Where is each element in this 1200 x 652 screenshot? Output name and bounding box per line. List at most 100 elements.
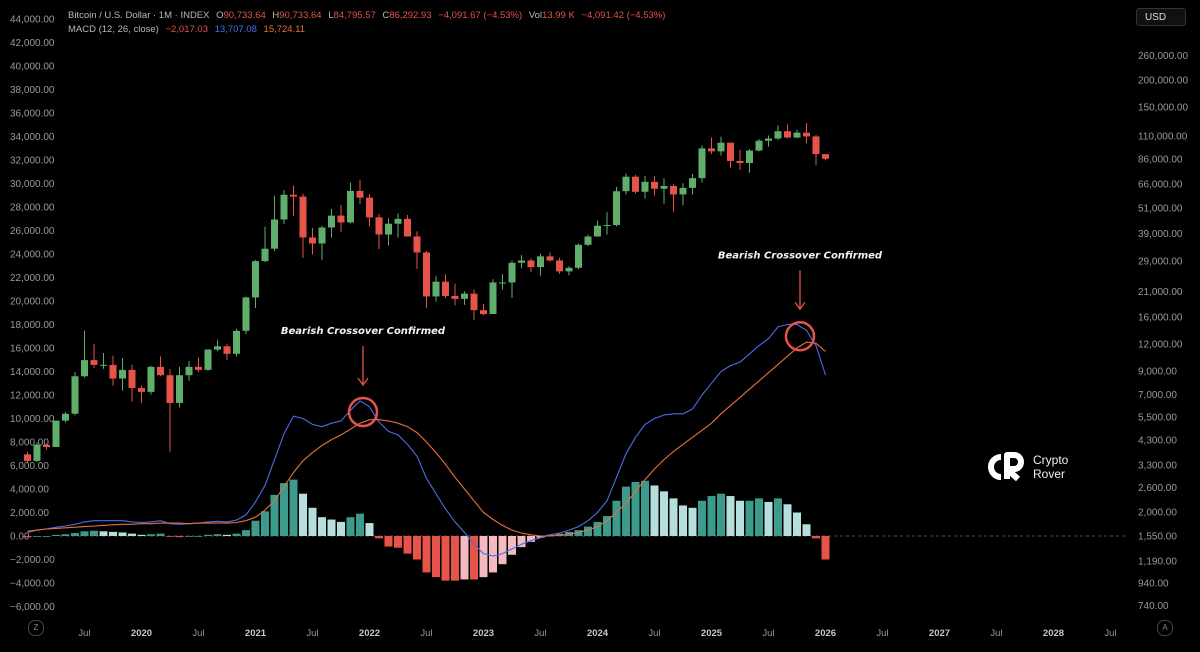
auto-scale-button[interactable]: A [1157,620,1173,636]
candle[interactable] [119,358,126,391]
candle[interactable] [603,212,611,235]
price-tick-label: 39,000.00 [1138,229,1183,240]
candle[interactable] [575,243,582,270]
candle[interactable] [233,328,240,357]
candle[interactable] [90,343,98,368]
price-tick-label: 21,000.00 [1138,287,1183,298]
candle[interactable] [109,355,117,386]
candle[interactable] [451,283,459,306]
candle[interactable] [157,356,164,377]
zoom-toggle-button[interactable]: Z [28,620,44,636]
currency-button[interactable]: USD [1136,8,1186,26]
candle[interactable] [43,443,50,450]
price-candles[interactable] [24,123,829,463]
candle[interactable] [356,179,364,204]
candle[interactable] [280,190,288,225]
candle-body [242,297,250,331]
candle[interactable] [271,195,278,252]
candle[interactable] [318,225,326,261]
candle[interactable] [166,368,174,452]
candle[interactable] [755,138,763,152]
histogram-bar [546,534,554,536]
candle[interactable] [100,352,107,369]
candle[interactable] [52,420,60,448]
candle[interactable] [442,274,449,298]
macd-tick-label: −2,000.00 [10,555,55,566]
candle[interactable] [679,183,687,206]
candle[interactable] [366,194,373,227]
candle[interactable] [337,204,345,232]
candle[interactable] [328,209,335,238]
candle[interactable] [185,361,193,381]
candle[interactable] [432,276,440,302]
candle[interactable] [138,385,145,403]
candle[interactable] [252,260,259,308]
candle[interactable] [423,251,430,308]
candle[interactable] [698,145,706,183]
candle[interactable] [290,185,297,216]
candle[interactable] [689,173,696,195]
candle[interactable] [641,175,649,199]
candle[interactable] [71,371,79,416]
candle[interactable] [24,451,31,463]
candle[interactable] [242,296,250,335]
candle[interactable] [727,142,734,168]
candle[interactable] [81,330,88,378]
candle[interactable] [461,291,468,305]
close-label: C [382,10,390,21]
candle[interactable] [518,255,525,269]
candle[interactable] [556,257,563,274]
candle[interactable] [822,154,829,161]
candle[interactable] [717,136,725,156]
candle[interactable] [736,149,744,170]
candle[interactable] [394,213,402,238]
candle[interactable] [128,364,136,402]
candle-body [622,176,630,192]
candle[interactable] [62,412,69,423]
candle[interactable] [214,340,221,352]
histogram-bar [432,536,440,578]
candle[interactable] [489,279,497,315]
candle[interactable] [546,252,554,262]
candle[interactable] [499,274,506,290]
candle[interactable] [632,174,639,194]
candle[interactable] [784,124,791,139]
candle[interactable] [613,186,620,227]
candle[interactable] [803,123,810,144]
candle[interactable] [565,266,573,276]
candle[interactable] [147,365,155,395]
candle[interactable] [223,343,231,361]
candle[interactable] [204,348,212,371]
price-tick-label: 2,000.00 [1138,508,1177,519]
candle[interactable] [670,184,677,212]
candle[interactable] [309,227,316,255]
candle[interactable] [708,137,715,155]
candle[interactable] [261,226,269,263]
candle[interactable] [470,289,478,320]
candle[interactable] [622,173,630,195]
candle[interactable] [413,231,421,269]
candle[interactable] [176,366,183,408]
candle[interactable] [765,135,772,147]
candle[interactable] [660,178,668,204]
candle[interactable] [812,134,820,166]
histogram-bar [593,521,602,536]
candle[interactable] [404,215,411,237]
candle[interactable] [33,442,41,463]
candle[interactable] [537,253,544,276]
candle[interactable] [793,129,801,139]
histogram-bar [622,486,630,536]
candle[interactable] [385,218,392,246]
candle[interactable] [299,193,307,258]
candle[interactable] [347,182,354,224]
candle[interactable] [195,357,202,372]
candle[interactable] [774,125,782,141]
candle[interactable] [480,303,487,316]
candle[interactable] [584,234,592,246]
candle[interactable] [508,260,516,298]
candle[interactable] [375,214,383,249]
candle[interactable] [527,258,535,273]
candle[interactable] [651,175,658,196]
candle[interactable] [594,220,601,237]
candle[interactable] [746,149,753,173]
